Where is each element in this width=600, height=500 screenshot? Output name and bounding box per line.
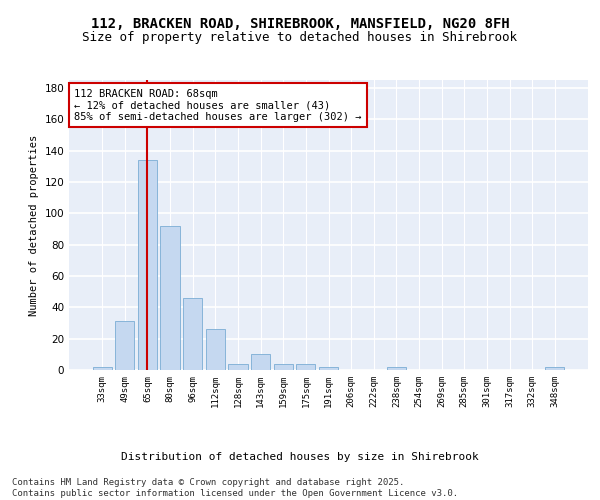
Bar [115, 322, 134, 370]
Bar [206, 329, 225, 370]
Bar [138, 160, 157, 370]
Bar [545, 367, 565, 370]
Text: Distribution of detached houses by size in Shirebrook: Distribution of detached houses by size … [121, 452, 479, 462]
Bar [183, 298, 202, 370]
Text: 112 BRACKEN ROAD: 68sqm
← 12% of detached houses are smaller (43)
85% of semi-de: 112 BRACKEN ROAD: 68sqm ← 12% of detache… [74, 88, 362, 122]
Bar [274, 364, 293, 370]
Bar [251, 354, 270, 370]
Bar [160, 226, 180, 370]
Bar [92, 367, 112, 370]
Text: Size of property relative to detached houses in Shirebrook: Size of property relative to detached ho… [83, 31, 517, 44]
Y-axis label: Number of detached properties: Number of detached properties [29, 134, 39, 316]
Text: 112, BRACKEN ROAD, SHIREBROOK, MANSFIELD, NG20 8FH: 112, BRACKEN ROAD, SHIREBROOK, MANSFIELD… [91, 18, 509, 32]
Text: Contains HM Land Registry data © Crown copyright and database right 2025.
Contai: Contains HM Land Registry data © Crown c… [12, 478, 458, 498]
Bar [229, 364, 248, 370]
Bar [319, 367, 338, 370]
Bar [387, 367, 406, 370]
Bar [296, 364, 316, 370]
